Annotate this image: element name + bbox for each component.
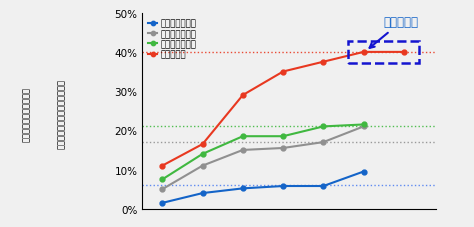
欧米人集団	[159, 165, 165, 167]
東アジア人集団	[240, 149, 246, 152]
東アジア人集団	[159, 188, 165, 191]
南アジア人集団	[280, 135, 286, 138]
Line: 欧米人集団: 欧米人集団	[160, 50, 406, 168]
欧米人集団	[240, 94, 246, 97]
南アジア人集団	[159, 178, 165, 181]
南アジア人集団	[361, 123, 366, 126]
Text: 感受性遺伝子領域が説明可能な: 感受性遺伝子領域が説明可能な	[57, 79, 66, 148]
アフリカ系集団	[320, 185, 326, 188]
アフリカ系集団	[240, 187, 246, 190]
欧米人集団	[200, 143, 205, 146]
Text: 身長の遺伝的背景の割合: 身長の遺伝的背景の割合	[22, 86, 30, 141]
東アジア人集団	[200, 165, 205, 167]
東アジア人集団	[320, 141, 326, 144]
欧米人集団	[401, 51, 407, 54]
東アジア人集団	[280, 147, 286, 150]
東アジア人集団	[361, 126, 366, 128]
Line: アフリカ系集団: アフリカ系集団	[160, 169, 366, 205]
南アジア人集団	[240, 135, 246, 138]
南アジア人集団	[320, 126, 326, 128]
Legend: アフリカ系集団, 東アジア人集団, 南アジア人集団, 欧米人集団: アフリカ系集団, 東アジア人集団, 南アジア人集団, 欧米人集団	[146, 18, 198, 61]
Line: 東アジア人集団: 東アジア人集団	[160, 124, 366, 192]
アフリカ系集団	[200, 192, 205, 195]
アフリカ系集団	[361, 170, 366, 173]
欧米人集団	[320, 61, 326, 64]
アフリカ系集団	[280, 185, 286, 188]
アフリカ系集団	[159, 202, 165, 204]
欧米人集団	[361, 51, 366, 54]
Text: 飽和状態に: 飽和状態に	[370, 16, 419, 49]
南アジア人集団	[200, 153, 205, 155]
欧米人集団	[280, 71, 286, 74]
Line: 南アジア人集団: 南アジア人集団	[160, 123, 366, 182]
